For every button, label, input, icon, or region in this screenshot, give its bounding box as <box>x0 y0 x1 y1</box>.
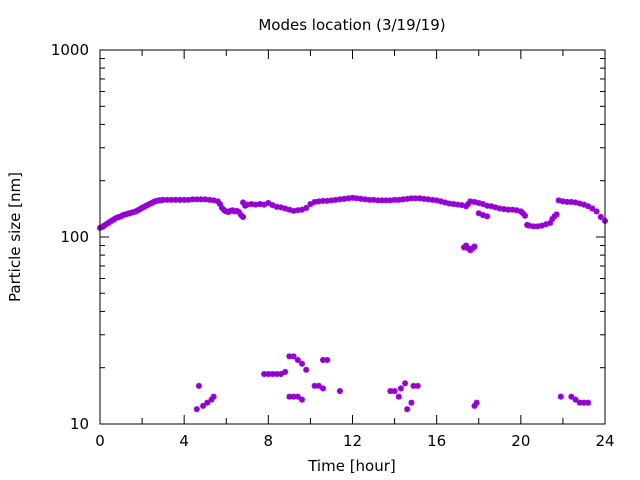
data-point <box>311 382 318 389</box>
y-tick-label: 1000 <box>51 41 89 59</box>
data-point <box>374 197 381 204</box>
data-point <box>282 368 289 375</box>
data-point <box>402 380 409 387</box>
data-point <box>324 356 331 363</box>
x-tick-label: 20 <box>511 432 530 450</box>
data-point <box>425 196 432 203</box>
data-point <box>200 402 207 409</box>
data-point <box>303 366 310 373</box>
data-point <box>397 385 404 392</box>
data-point <box>564 198 571 205</box>
data-point <box>522 212 529 219</box>
data-point <box>273 371 280 378</box>
data-point <box>181 196 188 203</box>
data-point <box>204 399 211 406</box>
data-point <box>286 393 293 400</box>
data-point <box>408 399 415 406</box>
data-point <box>557 393 564 400</box>
data-point <box>320 385 327 392</box>
data-point <box>568 393 575 400</box>
data-point <box>336 388 343 395</box>
data-point <box>572 199 579 206</box>
data-point <box>513 207 520 214</box>
x-tick-label: 8 <box>264 432 274 450</box>
y-tick-label: 10 <box>70 415 89 433</box>
x-tick-label: 4 <box>179 432 189 450</box>
data-point <box>290 353 297 360</box>
x-axis-label: Time [hour] <box>307 457 396 475</box>
data-point <box>589 205 596 212</box>
data-point <box>315 382 322 389</box>
x-tick-label: 24 <box>595 432 614 450</box>
y-axis-label: Particle size [nm] <box>6 172 24 302</box>
tick-labels: 0 4 8 12 16 20 24 10 100 1000 <box>51 41 615 450</box>
data-point <box>585 399 592 406</box>
x-tick-label: 12 <box>343 432 362 450</box>
axis-ticks <box>99 50 606 425</box>
data-points <box>97 194 608 413</box>
data-point <box>585 203 592 210</box>
data-point <box>303 204 310 211</box>
data-point <box>414 382 421 389</box>
data-point <box>195 382 202 389</box>
data-point <box>294 393 301 400</box>
data-point <box>294 356 301 363</box>
data-point <box>252 201 259 208</box>
data-point <box>593 208 600 215</box>
data-point <box>299 360 305 367</box>
data-point <box>391 196 398 203</box>
data-point <box>299 396 305 403</box>
plot-frame <box>99 49 606 425</box>
x-tick-label: 16 <box>427 432 446 450</box>
data-point <box>286 206 293 213</box>
data-point <box>471 243 478 250</box>
data-point <box>576 399 583 406</box>
chart-title: Modes location (3/19/19) <box>258 16 445 34</box>
y-tick-label: 100 <box>60 228 89 246</box>
data-point <box>160 196 167 203</box>
x-tick-label: 0 <box>95 432 105 450</box>
data-point <box>473 399 480 406</box>
data-point <box>193 406 200 413</box>
data-point <box>572 396 579 403</box>
data-point <box>210 393 217 400</box>
data-point <box>484 213 491 220</box>
data-point <box>324 197 331 204</box>
data-point <box>553 211 560 218</box>
data-point <box>391 388 398 395</box>
data-point <box>404 406 411 413</box>
data-point <box>240 213 247 220</box>
data-point <box>395 393 402 400</box>
data-point <box>597 213 604 220</box>
